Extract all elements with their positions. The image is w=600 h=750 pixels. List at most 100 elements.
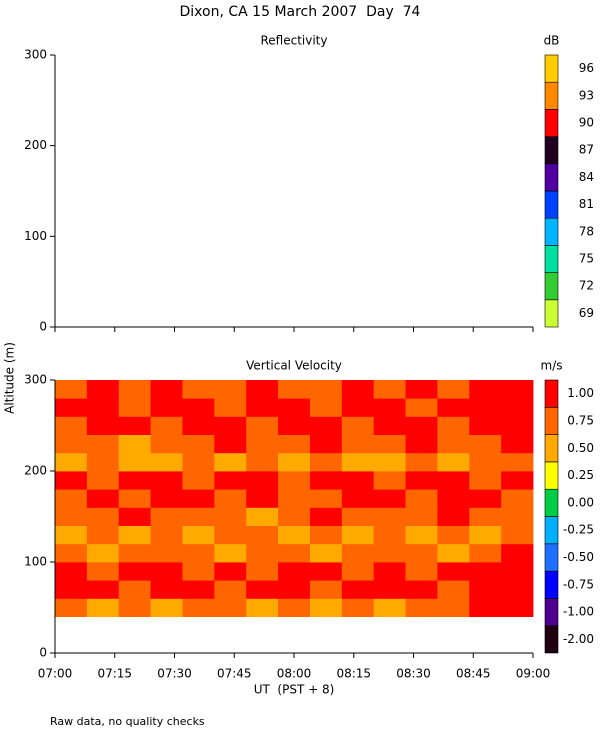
heatmap-cell <box>437 526 469 545</box>
heatmap-cell <box>310 580 342 599</box>
heatmap-cell <box>55 598 87 617</box>
colorbar-box <box>545 218 558 245</box>
y-tick-label: 0 <box>39 646 47 660</box>
y-tick-label: 300 <box>24 48 47 62</box>
heatmap-cell <box>214 435 246 454</box>
heatmap-cell <box>278 507 310 526</box>
heatmap-cell <box>214 544 246 563</box>
heatmap-cell <box>151 507 183 526</box>
heatmap-cell <box>437 580 469 599</box>
heatmap-cell <box>214 526 246 545</box>
heatmap-cell <box>469 380 501 399</box>
colorbar-label: 0.50 <box>567 441 594 455</box>
heatmap-cell <box>87 398 119 417</box>
heatmap-cell <box>278 471 310 490</box>
heatmap-cell <box>310 562 342 581</box>
heatmap-cell <box>437 398 469 417</box>
heatmap-cell <box>406 435 438 454</box>
x-axis-label: UT (PST + 8) <box>254 683 335 697</box>
heatmap-cell <box>246 526 278 545</box>
colorbar-box <box>545 517 558 544</box>
heatmap-cell <box>278 398 310 417</box>
heatmap-cell <box>406 526 438 545</box>
heatmap-cell <box>214 580 246 599</box>
heatmap-cell <box>87 453 119 472</box>
heatmap-cell <box>246 562 278 581</box>
heatmap-cell <box>374 435 406 454</box>
heatmap-cell <box>342 398 374 417</box>
heatmap-cell <box>246 544 278 563</box>
colorbar-label: 75 <box>579 252 594 266</box>
heatmap-cell <box>182 453 214 472</box>
heatmap-cell <box>374 398 406 417</box>
x-tick-label: 07:00 <box>38 667 73 681</box>
heatmap-cell <box>278 435 310 454</box>
heatmap-cell <box>214 398 246 417</box>
colorbar-box <box>545 435 558 462</box>
colorbar-box <box>545 544 558 571</box>
heatmap-cell <box>214 489 246 508</box>
heatmap-cell <box>310 453 342 472</box>
x-tick-label: 07:15 <box>97 667 132 681</box>
x-tick-label: 08:00 <box>277 667 312 681</box>
heatmap-cell <box>469 544 501 563</box>
heatmap-cell <box>501 580 533 599</box>
heatmap-cell <box>119 507 151 526</box>
heatmap-cell <box>151 453 183 472</box>
y-tick-label: 0 <box>39 320 47 334</box>
heatmap-cell <box>87 489 119 508</box>
heatmap-cell <box>278 598 310 617</box>
colorbar-unit: m/s <box>541 359 563 373</box>
heatmap-cell <box>310 544 342 563</box>
heatmap-cell <box>374 562 406 581</box>
heatmap-cell <box>87 435 119 454</box>
colorbar-box <box>545 109 558 136</box>
heatmap-cell <box>182 380 214 399</box>
heatmap-cell <box>469 598 501 617</box>
heatmap-cell <box>278 580 310 599</box>
heatmap-cell <box>501 507 533 526</box>
colorbar-label: 81 <box>579 197 594 211</box>
heatmap-cell <box>469 416 501 435</box>
heatmap-cell <box>119 489 151 508</box>
colorbar-label: 93 <box>579 88 594 102</box>
colorbar-box <box>545 462 558 489</box>
heatmap-cell <box>469 507 501 526</box>
heatmap-cell <box>55 471 87 490</box>
heatmap-cell <box>214 471 246 490</box>
heatmap-cell <box>342 416 374 435</box>
heatmap-cell <box>501 562 533 581</box>
heatmap-cell <box>214 507 246 526</box>
colorbar-box <box>545 191 558 218</box>
heatmap-cell <box>87 544 119 563</box>
colorbar-box <box>545 245 558 272</box>
heatmap-cell <box>278 526 310 545</box>
heatmap-cell <box>246 453 278 472</box>
heatmap-cell <box>310 598 342 617</box>
colorbar-box <box>545 55 558 82</box>
colorbar-label: -2.00 <box>563 632 594 646</box>
heatmap-cell <box>151 598 183 617</box>
heatmap-cell <box>501 526 533 545</box>
heatmap-cell <box>246 489 278 508</box>
heatmap-cell <box>119 544 151 563</box>
heatmap-cell <box>55 526 87 545</box>
heatmap-cell <box>437 544 469 563</box>
heatmap-cell <box>246 507 278 526</box>
heatmap-cell <box>310 471 342 490</box>
heatmap-cell <box>182 398 214 417</box>
heatmap-cell <box>437 598 469 617</box>
heatmap-cell <box>501 435 533 454</box>
heatmap-cell <box>278 380 310 399</box>
heatmap-cell <box>501 471 533 490</box>
heatmap-cell <box>55 562 87 581</box>
heatmap-cell <box>246 435 278 454</box>
heatmap-cell <box>55 544 87 563</box>
x-tick-label: 09:00 <box>516 667 551 681</box>
chart: Dixon, CA 15 March 2007 Day 74 Altitude … <box>0 0 600 750</box>
colorbar-label: 0.25 <box>567 468 594 482</box>
heatmap-cell <box>87 598 119 617</box>
heatmap-cell <box>406 507 438 526</box>
y-tick-label: 100 <box>24 229 47 243</box>
heatmap-cell <box>151 398 183 417</box>
